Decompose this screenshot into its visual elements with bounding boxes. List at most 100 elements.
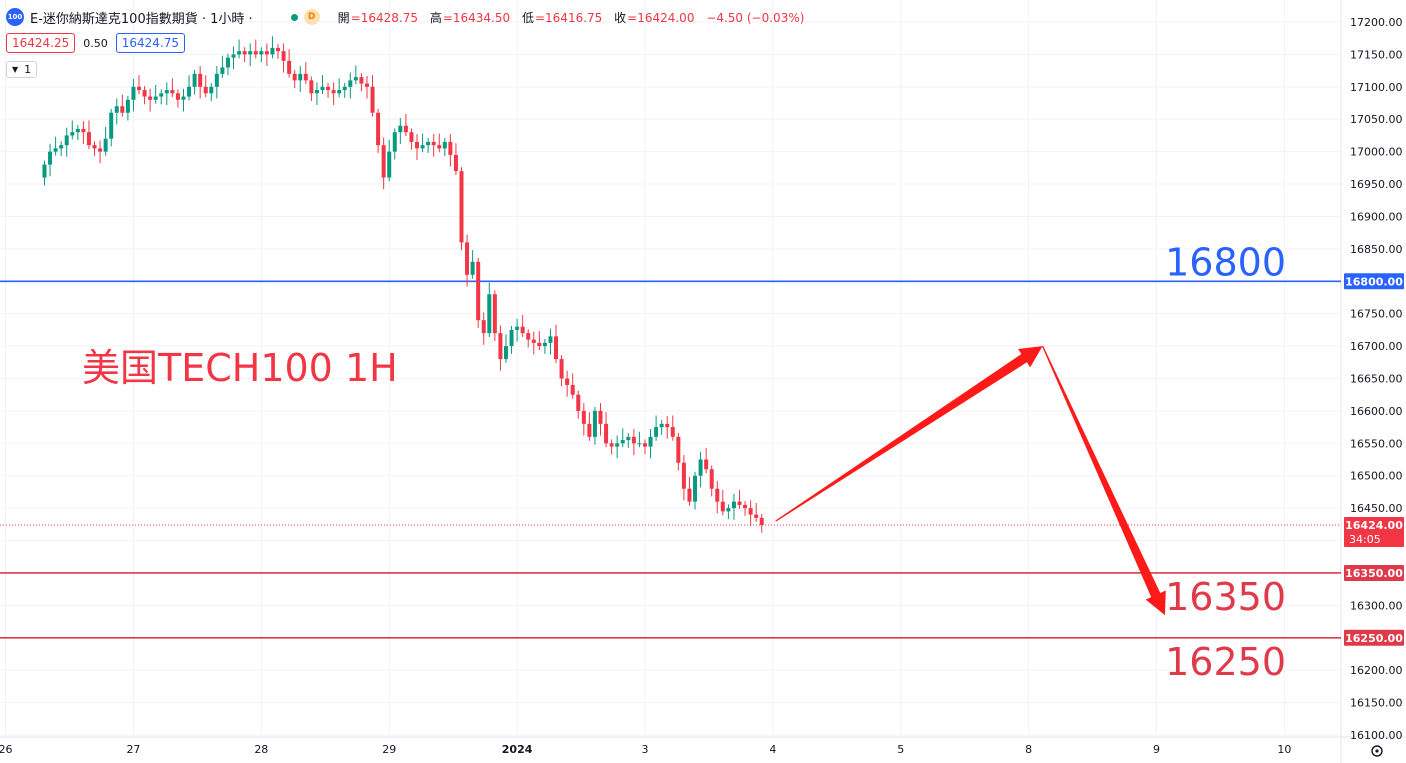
candle-body [242, 51, 247, 55]
candle-body [337, 90, 342, 94]
candle-body [81, 128, 86, 133]
price-tick-label: 16550.00 [1350, 437, 1403, 450]
horizontal-levels[interactable] [0, 280, 1341, 639]
candle-body [298, 73, 303, 81]
level-axis-badge [1344, 564, 1404, 581]
candle-body [342, 86, 347, 91]
price-tick-label: 16500.00 [1350, 470, 1403, 483]
symbol-title[interactable]: E-迷你納斯達克100指數期貨 · 1小時 · [30, 11, 253, 27]
candle-body [75, 128, 80, 133]
candle-body [537, 342, 542, 347]
chart-title: 美国TECH100 1H [82, 346, 398, 390]
projection-arrow-down[interactable] [1042, 345, 1166, 616]
candle-body [503, 346, 508, 360]
ohlc-readout: 開=16428.75 高=16434.50 低=16416.75 收=16424… [338, 9, 813, 26]
time-tick-label: 8 [1025, 743, 1032, 756]
candle-body [98, 148, 103, 152]
candle-body [731, 501, 736, 509]
level-axis-badge [1344, 273, 1404, 290]
candle-body [709, 469, 714, 489]
candle-body [587, 423, 592, 437]
price-axis[interactable]: 16100.00 16150.00 16200.00 16250.00 16300.00… [1344, 16, 1404, 742]
candle-body [559, 359, 564, 379]
candle-body [148, 96, 153, 100]
indicators-toggle[interactable]: ▼ 1 [6, 61, 38, 78]
candle-body [759, 517, 764, 525]
candle-body [637, 443, 642, 445]
candle-body [103, 138, 108, 152]
candle-body [492, 294, 497, 334]
price-tick-label: 17100.00 [1350, 81, 1403, 94]
candles [42, 36, 764, 533]
candle-body [409, 132, 414, 142]
projection-arrows[interactable] [775, 345, 1166, 616]
price-tick-label: 16700.00 [1350, 340, 1403, 353]
level-label-16350: 16350 [1165, 575, 1286, 619]
level-labels: 16800 16350 16250 [1165, 240, 1286, 683]
candle-body [353, 77, 358, 81]
candle-body [276, 47, 281, 52]
candle-body [481, 320, 486, 334]
candle-body [53, 148, 58, 152]
candle-body [670, 427, 675, 437]
candle-body [720, 501, 725, 512]
candle-body [259, 51, 264, 55]
candle-body [314, 90, 319, 94]
market-status[interactable]: D [290, 9, 320, 25]
candle-body [48, 151, 53, 165]
candle-body [153, 96, 158, 100]
candle-body [415, 141, 420, 149]
last-price-badge [1344, 516, 1404, 547]
time-tick-label: 9 [1153, 743, 1160, 756]
candle-body [470, 261, 475, 275]
candle-body [515, 326, 520, 330]
open-value: =16428.75 [350, 10, 418, 25]
candle-body [548, 336, 553, 343]
candle-body [715, 488, 720, 502]
high-value: =16434.50 [442, 10, 511, 25]
level-label-16800: 16800 [1165, 240, 1286, 284]
price-tick-label: 16150.00 [1350, 697, 1403, 710]
candle-body [520, 326, 525, 334]
time-axis[interactable]: 26 27 28 29 2024 3 4 5 8 9 10 [0, 743, 1291, 756]
nasdaq-logo-icon: 100 [6, 8, 24, 26]
chart-header: 100 E-迷你納斯達克100指數期貨 · 1小時 · D 開=16428.75… [6, 6, 812, 28]
candle-body [465, 242, 470, 275]
candle-body [125, 99, 130, 113]
candle-body [164, 90, 169, 94]
candle-body [437, 145, 442, 149]
high-label: 高 [429, 10, 442, 25]
candle-body [398, 125, 403, 133]
candle-body [231, 54, 236, 58]
projection-arrow-up[interactable] [775, 346, 1043, 522]
candle-body [364, 83, 369, 87]
candle-body [142, 90, 147, 97]
candle-body [693, 475, 698, 502]
time-tick-label: 10 [1277, 743, 1291, 756]
candle-body [659, 423, 664, 428]
level-axis-label: 16800.00 [1345, 275, 1403, 288]
buy-price-button[interactable]: 16424.75 [115, 33, 186, 53]
time-tick-label: 26 [0, 743, 13, 756]
candle-body [270, 47, 275, 55]
price-tick-label: 16600.00 [1350, 405, 1403, 418]
candle-body [203, 86, 208, 94]
settings-gear-icon[interactable] [1371, 745, 1383, 757]
candle-body [70, 132, 75, 136]
candle-body [487, 294, 492, 334]
candle-body [570, 384, 575, 395]
price-tick-label: 16950.00 [1350, 178, 1403, 191]
candle-body [665, 423, 670, 428]
candle-body [592, 410, 597, 437]
candle-body [598, 410, 603, 424]
open-label: 開 [337, 10, 350, 25]
sell-price-button[interactable]: 16424.25 [6, 33, 76, 53]
candle-body [86, 132, 91, 146]
candle-body [181, 96, 186, 100]
price-tick-label: 17200.00 [1350, 16, 1403, 29]
candle-body [376, 112, 381, 146]
price-tick-label: 17000.00 [1350, 146, 1403, 159]
close-value: =16424.00 [627, 10, 695, 25]
change-value: −4.50 (−0.03%) [706, 10, 805, 25]
